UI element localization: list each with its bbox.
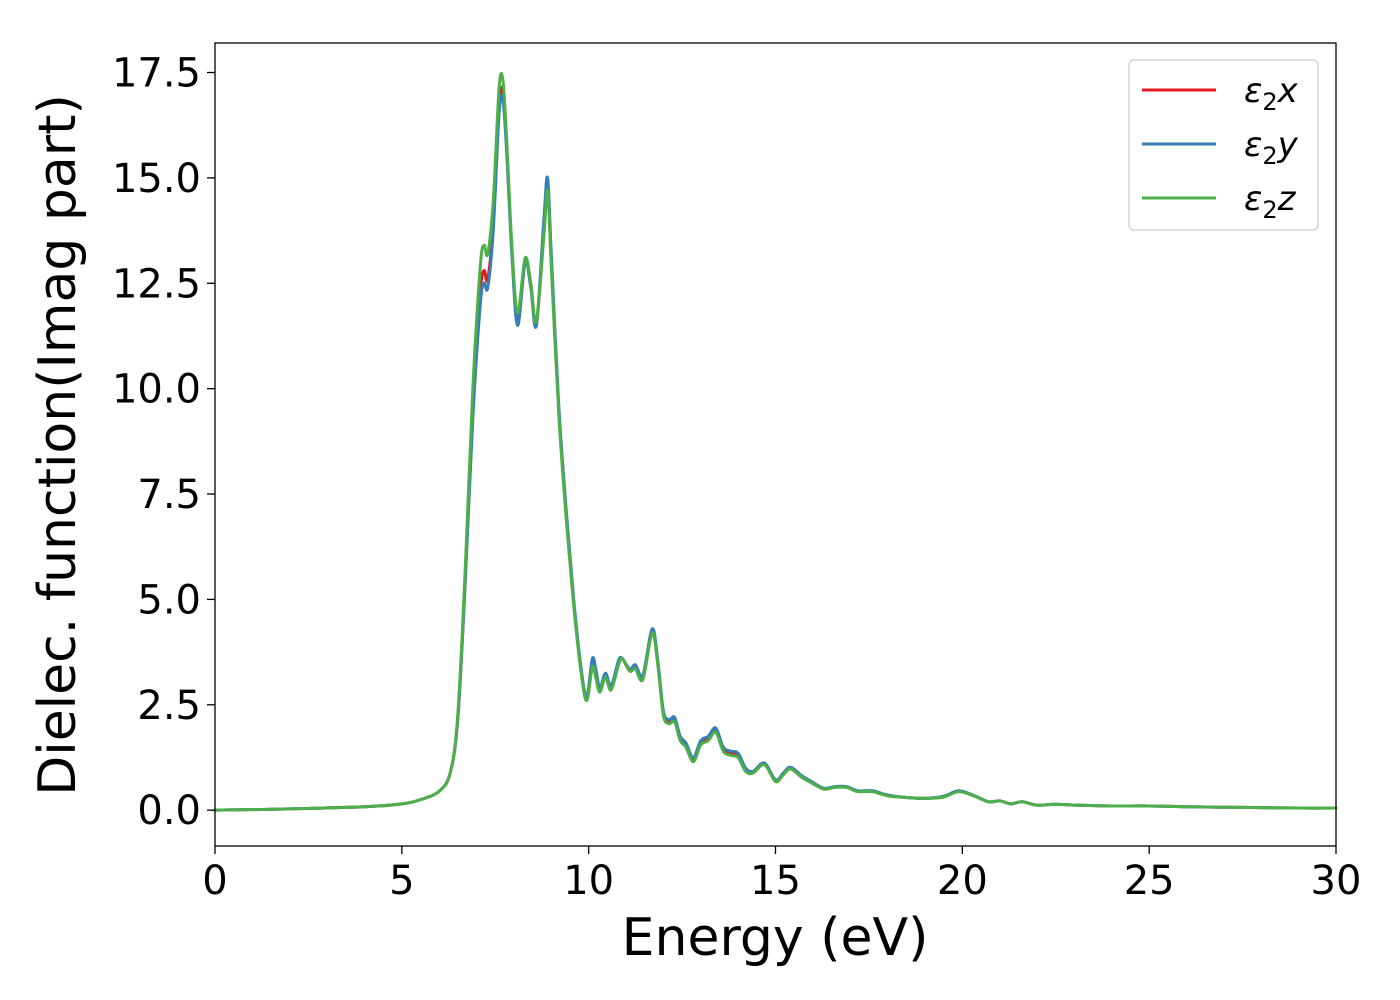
x-axis: 0 5 10 15 20 25 30 — [202, 846, 1361, 904]
x-tick-label: 5 — [389, 858, 414, 904]
y-tick-label: 2.5 — [137, 683, 201, 729]
x-tick-label: 25 — [1124, 858, 1175, 904]
y-tick-label: 15.0 — [112, 156, 201, 202]
x-tick-label: 0 — [202, 858, 227, 904]
legend-label-x: ε2x — [1244, 71, 1299, 116]
x-axis-title: Energy (eV) — [622, 908, 929, 968]
y-axis-title: Dielec. function(Imag part) — [28, 94, 88, 796]
y-axis: 0.0 2.5 5.0 7.5 10.0 12.5 15.0 17.5 — [112, 51, 215, 834]
x-tick-label: 20 — [937, 858, 988, 904]
legend-label-z: ε2z — [1244, 179, 1297, 224]
legend-box — [1128, 59, 1319, 231]
legend: ε2x ε2y ε2z — [1128, 59, 1319, 231]
legend-label-y: ε2y — [1244, 125, 1299, 170]
x-tick-label: 30 — [1311, 858, 1362, 904]
series-layer — [213, 71, 1338, 812]
y-tick-label: 5.0 — [137, 577, 201, 623]
y-tick-label: 0.0 — [137, 788, 201, 834]
y-tick-label: 7.5 — [137, 472, 201, 518]
y-tick-label: 12.5 — [112, 261, 201, 307]
series-line-z — [213, 71, 1338, 812]
y-tick-label: 10.0 — [112, 367, 201, 413]
y-tick-label: 17.5 — [112, 51, 201, 97]
x-tick-label: 10 — [563, 858, 614, 904]
x-tick-label: 15 — [750, 858, 801, 904]
